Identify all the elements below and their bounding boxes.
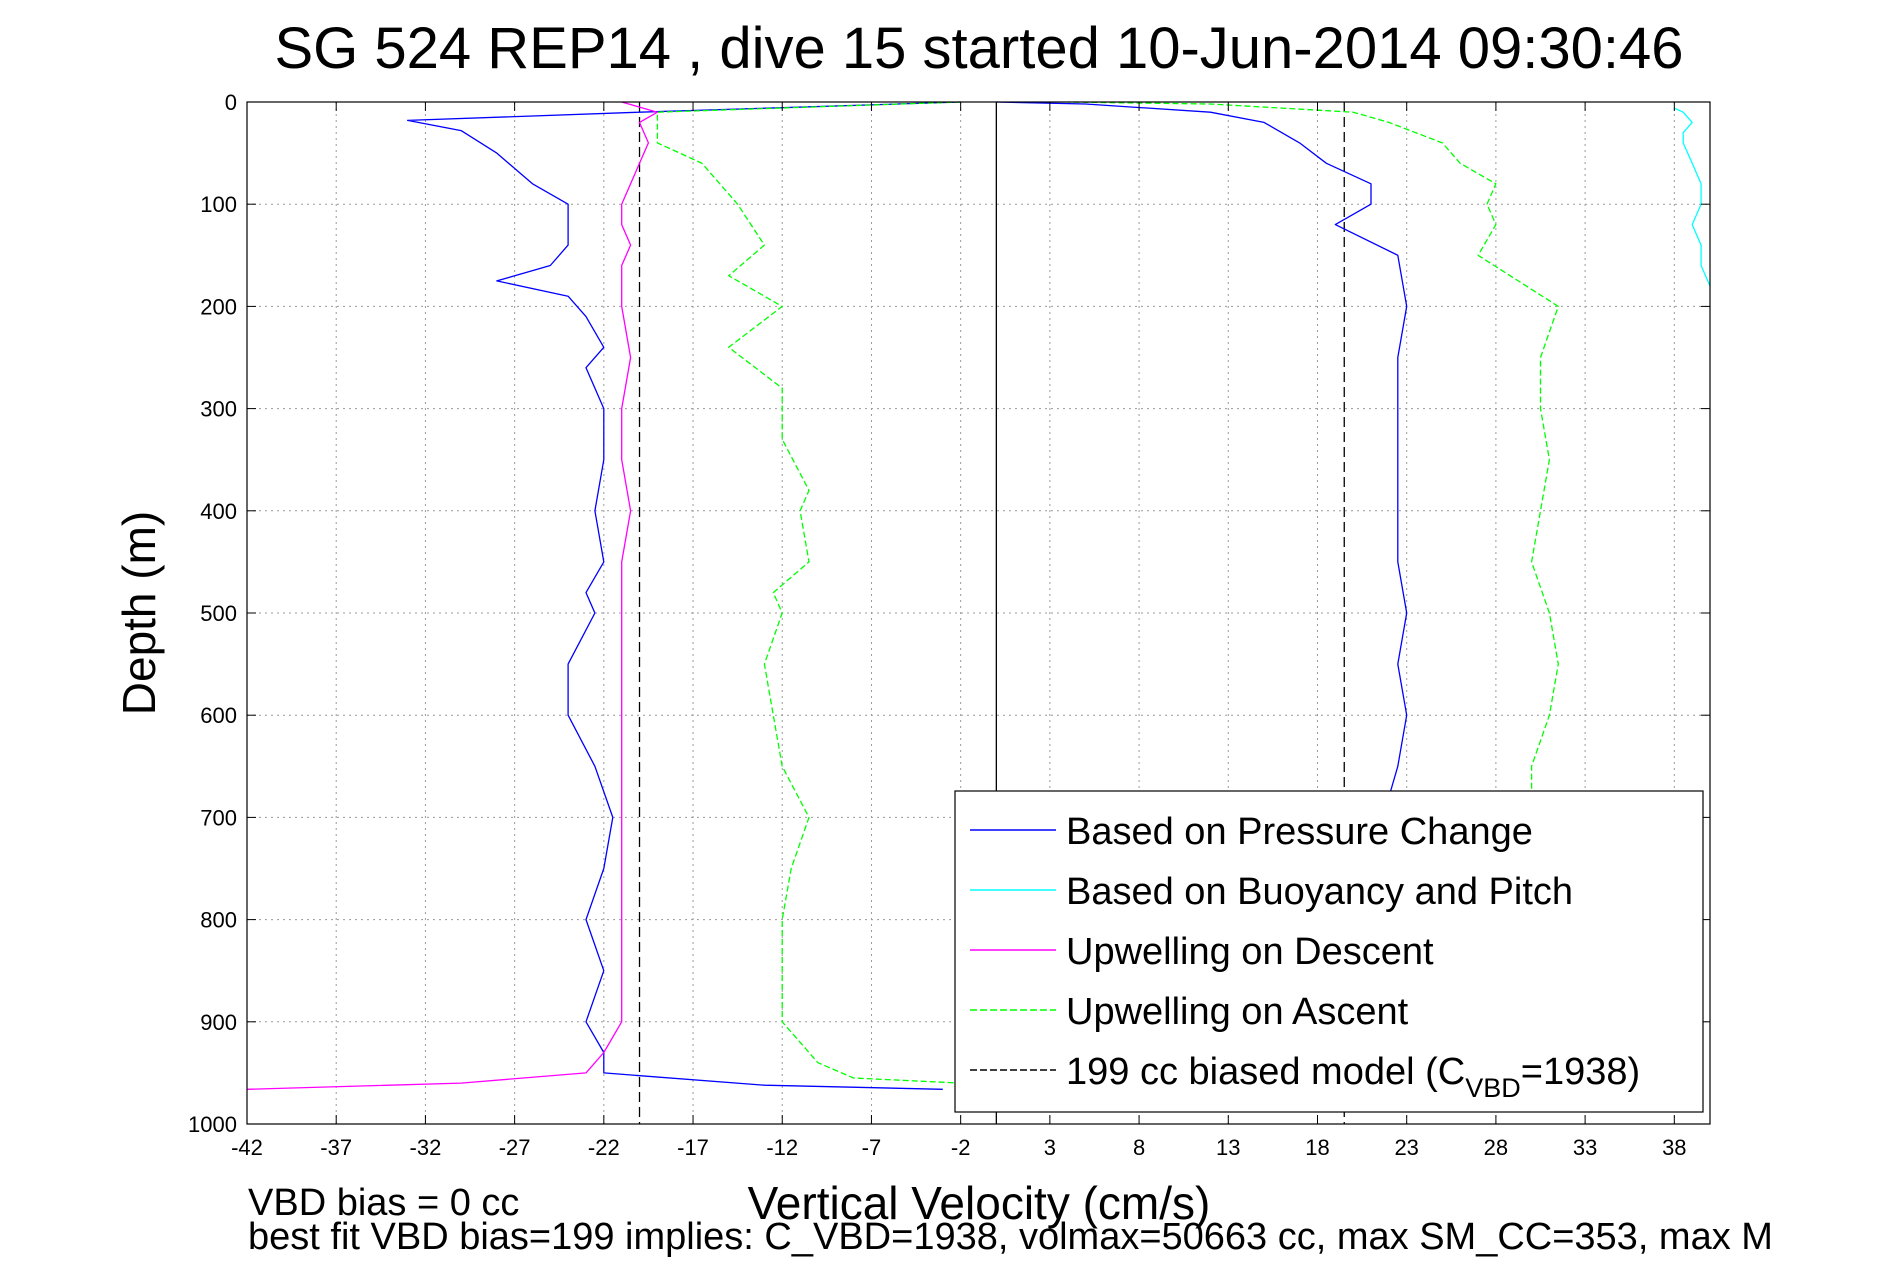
x-tick-label: 18 [1305,1135,1329,1160]
x-tick-label: 38 [1662,1135,1686,1160]
legend-box [954,790,1704,1113]
x-tick-label: 33 [1573,1135,1597,1160]
x-tick-label: 28 [1484,1135,1508,1160]
y-tick-label: 300 [200,397,237,422]
y-tick-label: 200 [200,294,237,319]
y-axis-ticks: 0 100 200 300 400 500 600 700 800 900 1000 [188,90,1710,1137]
series-line [656,101,961,1084]
y-tick-label: 100 [200,192,237,217]
x-tick-label: 23 [1394,1135,1418,1160]
x-tick-label: -2 [951,1135,971,1160]
y-tick-label: 900 [200,1010,237,1035]
legend-entry-label: 199 cc biased model (CVBD=1938) [1066,1051,1640,1103]
x-tick-label: -27 [499,1135,531,1160]
x-tick-label: 8 [1133,1135,1145,1160]
x-tick-label: -17 [677,1135,709,1160]
x-axis-ticks: -42 -37 -32 -27 -22 -17 -12 -7 -2 3 8 13 18 23 28 33 38 [231,102,1687,1160]
legend-items: Based on Pressure Change Based on Buoyanc… [970,811,1640,1103]
y-tick-label: 700 [200,805,237,830]
y-axis-label: Depth (m) [113,511,165,715]
x-tick-label: -37 [320,1135,352,1160]
y-tick-label: 400 [200,499,237,524]
x-axis-label: Vertical Velocity (cm/s) [748,1177,1211,1229]
legend-entry-label: Upwelling on Ascent [1066,991,1409,1033]
footer-best-fit: best fit VBD bias=199 implies: C_VBD=193… [248,1216,1773,1258]
series-line [246,101,659,1090]
x-tick-label: -22 [588,1135,620,1160]
series-line [406,101,961,1090]
legend: Based on Pressure Change Based on Buoyanc… [954,790,1704,1113]
footer-vbd-bias: VBD bias = 0 cc [248,1182,519,1224]
y-tick-label: 0 [225,90,237,115]
y-tick-label: 1000 [188,1112,237,1137]
x-tick-label: -12 [766,1135,798,1160]
x-tick-label: 3 [1044,1135,1056,1160]
y-tick-label: 800 [200,908,237,933]
y-tick-label: 500 [200,601,237,626]
legend-entry-label: Based on Pressure Change [1066,811,1533,853]
chart-title: SG 524 REP14 , dive 15 started 10-Jun-20… [274,16,1683,81]
legend-entry-label: Upwelling on Descent [1066,931,1434,973]
series-line [1674,107,1711,287]
x-tick-label: 13 [1216,1135,1240,1160]
x-tick-label: -42 [231,1135,263,1160]
y-tick-label: 600 [200,703,237,728]
x-tick-label: -32 [410,1135,442,1160]
legend-entry-label: Based on Buoyancy and Pitch [1066,871,1573,913]
x-tick-label: -7 [862,1135,882,1160]
